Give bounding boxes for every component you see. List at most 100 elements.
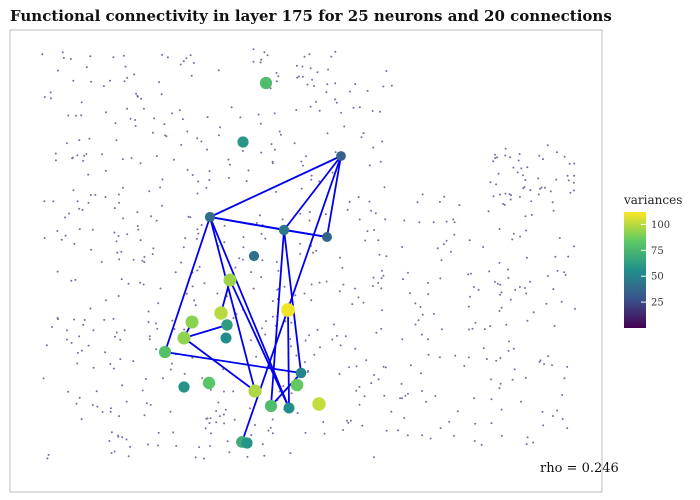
background-neuron (511, 238, 514, 241)
background-neuron (438, 356, 441, 359)
background-neuron (518, 196, 521, 198)
background-neuron (467, 273, 470, 276)
background-neuron (127, 282, 130, 285)
background-neuron (473, 286, 475, 288)
background-neuron (242, 236, 245, 239)
background-neuron (133, 73, 136, 76)
background-neuron (502, 202, 505, 205)
background-neuron (474, 321, 477, 324)
background-neuron (524, 215, 527, 218)
background-neuron (275, 80, 278, 83)
background-neuron (166, 56, 169, 59)
background-neuron (179, 63, 182, 66)
background-neuron (406, 271, 409, 274)
background-neuron (511, 378, 514, 381)
background-neuron (380, 287, 383, 290)
background-neuron (96, 405, 99, 408)
background-neuron (224, 408, 227, 411)
background-neuron (556, 269, 559, 272)
background-neuron (407, 392, 409, 395)
connection-edge (326, 155, 342, 238)
background-neuron (330, 55, 333, 58)
background-neuron (232, 390, 235, 393)
background-neuron (228, 451, 231, 454)
background-neuron (338, 372, 341, 375)
background-neuron (196, 269, 199, 272)
background-neuron (208, 179, 211, 181)
background-neuron (498, 261, 501, 264)
background-neuron (49, 91, 52, 94)
background-neuron (348, 366, 351, 369)
background-neuron (530, 200, 533, 203)
background-neuron (541, 410, 544, 413)
background-neuron (260, 232, 263, 235)
background-neuron (370, 209, 373, 212)
background-neuron (360, 136, 363, 139)
neuron-point (204, 211, 216, 223)
background-neuron (148, 338, 151, 341)
background-neuron (530, 213, 533, 216)
background-neuron (342, 429, 345, 431)
background-neuron (499, 382, 502, 385)
background-neuron (201, 377, 204, 380)
neuron-point (295, 367, 307, 379)
background-neuron (223, 241, 226, 244)
background-neuron (529, 280, 531, 283)
background-neuron (227, 158, 230, 161)
background-neuron (81, 208, 84, 211)
background-neuron (308, 219, 311, 222)
background-neuron (420, 372, 422, 375)
background-neuron (463, 364, 466, 367)
background-neuron (477, 288, 480, 291)
background-neuron (526, 436, 529, 439)
background-neuron (440, 259, 443, 262)
background-neuron (573, 245, 575, 248)
background-neuron (561, 394, 564, 396)
neuron-point (290, 378, 304, 392)
neuron-point (259, 76, 273, 90)
background-neuron (223, 422, 226, 425)
background-neuron (161, 178, 164, 181)
background-neuron (215, 410, 218, 412)
background-neuron (490, 398, 493, 401)
chart-title: Functional connectivity in layer 175 for… (10, 7, 612, 25)
background-neuron (309, 105, 312, 108)
background-neuron (265, 320, 267, 323)
background-neuron (289, 452, 292, 455)
neuron-point (241, 437, 253, 449)
background-neuron (409, 292, 412, 295)
background-neuron (532, 311, 535, 314)
background-neuron (551, 415, 554, 417)
background-neuron (269, 87, 272, 90)
background-neuron (196, 137, 199, 140)
background-neuron (266, 54, 269, 57)
connection-edge (270, 372, 302, 407)
background-neuron (152, 247, 155, 250)
background-neuron (366, 230, 369, 233)
background-neuron (522, 174, 524, 177)
background-neuron (303, 55, 306, 58)
background-neuron (485, 358, 488, 360)
background-neuron (383, 394, 386, 397)
background-neuron (87, 201, 90, 204)
background-neuron (257, 113, 260, 116)
background-neuron (109, 410, 112, 413)
background-neuron (334, 98, 336, 101)
background-neuron (80, 114, 83, 117)
background-neuron (420, 390, 423, 392)
background-neuron (117, 193, 120, 196)
background-neuron (283, 285, 286, 288)
background-neuron (325, 91, 328, 94)
background-neuron (150, 215, 152, 218)
background-neuron (80, 418, 83, 421)
background-neuron (496, 282, 499, 285)
background-neuron (567, 179, 570, 182)
neuron-point (202, 376, 216, 390)
background-neuron (67, 390, 70, 393)
legend-tick-label: 25 (651, 298, 664, 309)
background-neuron (539, 187, 541, 190)
background-neuron (163, 123, 166, 126)
background-neuron (157, 302, 160, 305)
background-neuron (56, 270, 59, 273)
connection-edge (164, 351, 302, 374)
